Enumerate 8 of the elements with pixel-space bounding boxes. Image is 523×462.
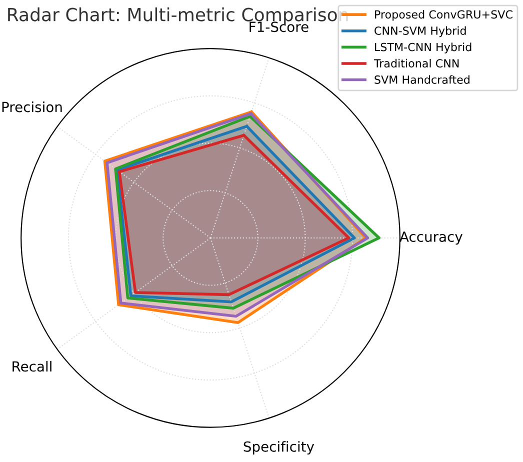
spoke-label: Specificity xyxy=(244,441,314,455)
legend-label: Traditional CNN xyxy=(374,58,459,68)
legend-label: SVM Handcrafted xyxy=(374,75,470,84)
spoke-label: Recall xyxy=(12,360,52,372)
legend-label: CNN-SVM Hybrid xyxy=(374,26,466,38)
legend-label: LSTM-CNN Hybrid xyxy=(375,42,472,54)
spoke-label: Precision xyxy=(2,102,62,112)
legend-label: Proposed ConvGRU+SVC xyxy=(375,10,512,21)
